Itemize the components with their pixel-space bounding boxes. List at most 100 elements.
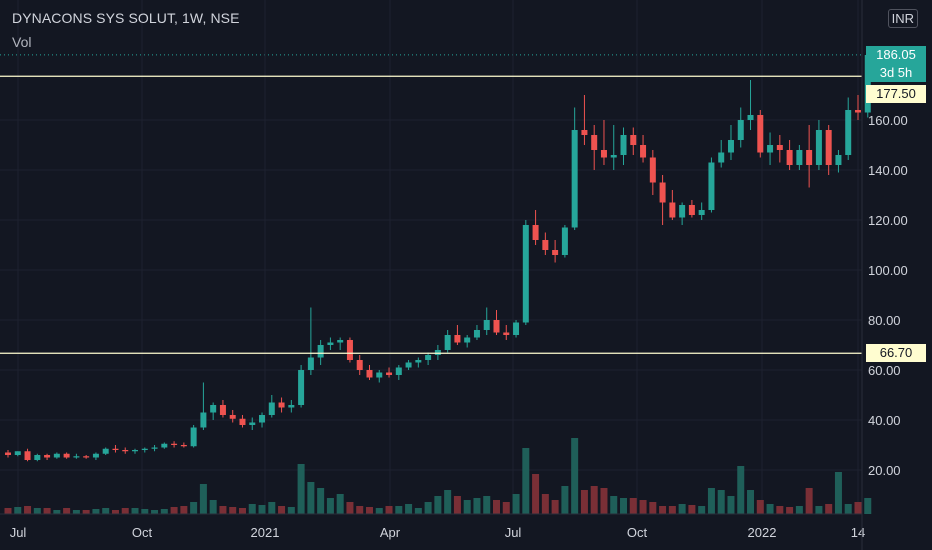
volume-bar [424, 502, 432, 514]
volume-bar [473, 498, 481, 514]
volume-bar [483, 496, 491, 514]
volume-bar [53, 510, 61, 514]
candle-body [718, 152, 725, 163]
volume-bar [317, 488, 325, 514]
volume-bar [629, 498, 637, 514]
candle-body [44, 455, 51, 458]
level-line-tag-lower[interactable]: 66.70 [866, 344, 926, 362]
volume-bar [395, 506, 403, 514]
candle-body [698, 210, 705, 215]
volume-bar [600, 488, 608, 514]
candle-body [14, 451, 21, 455]
candle-body [112, 448, 119, 450]
volume-bar [786, 507, 794, 514]
currency-badge[interactable]: INR [887, 9, 918, 28]
candle-body [132, 450, 139, 452]
volume-bar [766, 504, 774, 514]
candle-body [190, 427, 197, 447]
volume-bar [620, 498, 628, 514]
volume-bar [199, 484, 207, 514]
volume-bar [502, 502, 510, 514]
volume-bar [111, 510, 119, 514]
y-tick-label: 60.00 [868, 363, 901, 378]
bar-countdown-tag: 3d 5h [866, 64, 926, 82]
candle-body [337, 340, 344, 343]
volume-bar [141, 509, 149, 514]
volume-bar [678, 504, 686, 514]
candle-body [522, 225, 529, 323]
volume-bar [825, 504, 833, 514]
candle-body [200, 412, 207, 428]
volume-bar [493, 500, 500, 514]
volume-bar [385, 506, 393, 514]
volume-bar [795, 506, 803, 514]
volume-bar [336, 494, 344, 514]
volume-bar [727, 496, 735, 514]
candle-body [161, 443, 168, 448]
y-tick-label: 100.00 [868, 263, 908, 278]
candle-body [229, 415, 236, 419]
volume-bar [668, 506, 676, 514]
candle-body [542, 240, 549, 250]
volume-bar [541, 494, 549, 514]
volume-bar [365, 507, 373, 514]
volume-bar [160, 509, 168, 514]
candle-body [561, 227, 568, 255]
level-line-tag-upper[interactable]: 177.50 [866, 85, 926, 103]
x-tick-label: Oct [132, 525, 153, 540]
volume-bar [43, 508, 51, 514]
candle-body [473, 330, 480, 338]
candle-body [92, 453, 99, 458]
volume-bar [180, 506, 188, 514]
candle-body [327, 342, 334, 345]
volume-bar [268, 502, 276, 514]
candle-body [600, 150, 607, 158]
volume-bar [453, 496, 461, 514]
candle-body [249, 422, 256, 425]
y-tick-label: 160.00 [868, 113, 908, 128]
volume-bar [258, 505, 266, 514]
volume-bar [854, 502, 862, 514]
candle-body [640, 145, 647, 158]
volume-bar [102, 508, 110, 514]
volume-bar [590, 486, 598, 514]
x-tick-label: 2022 [748, 525, 777, 540]
candle-body [845, 110, 852, 155]
candle-body [737, 120, 744, 140]
volume-indicator-label[interactable]: Vol [12, 34, 32, 50]
volume-bar [414, 508, 422, 514]
volume-bar [248, 504, 256, 514]
candle-body [346, 340, 353, 360]
candle-body [395, 367, 402, 375]
candle-body [620, 135, 627, 155]
volume-bar [14, 507, 22, 514]
candle-body [5, 452, 11, 455]
candle-body [122, 450, 129, 452]
volume-bar [229, 507, 237, 514]
candle-body [679, 205, 686, 218]
volume-bar [24, 506, 32, 514]
volume-bar [151, 510, 159, 514]
volume-bar [219, 506, 227, 514]
candle-body [581, 130, 588, 135]
candle-body [83, 456, 90, 458]
volume-bar [561, 486, 569, 514]
candle-body [688, 205, 695, 215]
volume-bar [688, 505, 696, 514]
candle-body [278, 402, 285, 408]
volume-bar [92, 509, 100, 514]
candle-body [454, 335, 461, 343]
y-tick-label: 80.00 [868, 313, 901, 328]
chart-title: DYNACONS SYS SOLUT, 1W, NSE [12, 10, 240, 26]
volume-bar [190, 502, 198, 514]
axes: 20.00 40.00 60.00 80.00 100.00 120.00 140.00 16… [0, 0, 908, 550]
candle-body [141, 448, 148, 450]
candle-body [425, 355, 432, 360]
y-tick-label: 40.00 [868, 413, 901, 428]
candle-body [757, 115, 764, 153]
candle-body [376, 372, 383, 378]
candle-body [493, 320, 500, 333]
volume-bar [639, 500, 647, 514]
candle-body [288, 405, 295, 408]
